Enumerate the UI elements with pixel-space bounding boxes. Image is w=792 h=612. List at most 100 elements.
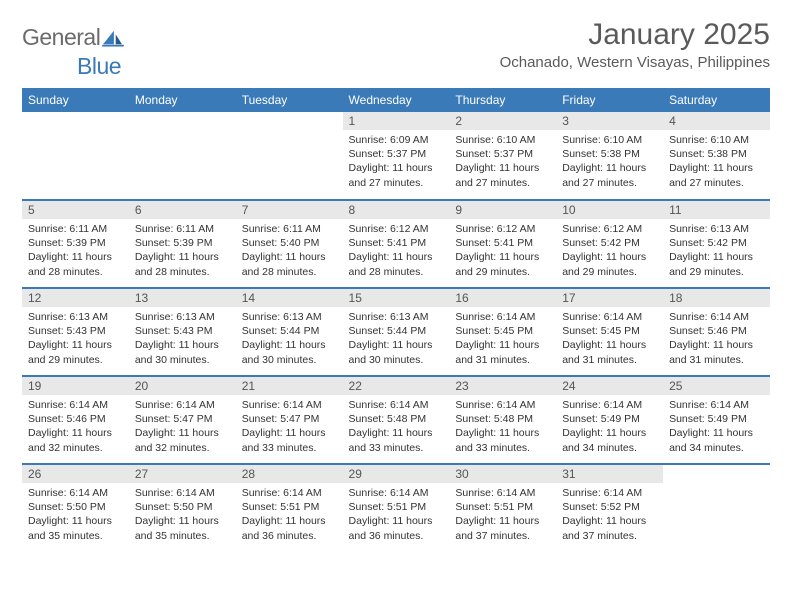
- logo-sail-icon: [102, 29, 124, 47]
- day-number: 23: [449, 377, 556, 395]
- weekday-header: Thursday: [449, 88, 556, 112]
- day-details: Sunrise: 6:13 AMSunset: 5:43 PMDaylight:…: [22, 307, 129, 369]
- weekday-header: Sunday: [22, 88, 129, 112]
- day-cell: 5Sunrise: 6:11 AMSunset: 5:39 PMDaylight…: [22, 200, 129, 288]
- day-cell: 27Sunrise: 6:14 AMSunset: 5:50 PMDayligh…: [129, 464, 236, 552]
- day-number: 14: [236, 289, 343, 307]
- calendar-body: ......1Sunrise: 6:09 AMSunset: 5:37 PMDa…: [22, 112, 770, 552]
- day-details: Sunrise: 6:14 AMSunset: 5:50 PMDaylight:…: [129, 483, 236, 545]
- day-number: 8: [343, 201, 450, 219]
- day-cell: 28Sunrise: 6:14 AMSunset: 5:51 PMDayligh…: [236, 464, 343, 552]
- day-number: 30: [449, 465, 556, 483]
- logo: General: [22, 18, 126, 51]
- day-cell: ..: [22, 112, 129, 200]
- day-number: 15: [343, 289, 450, 307]
- day-details: Sunrise: 6:14 AMSunset: 5:49 PMDaylight:…: [556, 395, 663, 457]
- day-number: 6: [129, 201, 236, 219]
- logo-text-blue: Blue: [22, 53, 121, 79]
- day-cell: 21Sunrise: 6:14 AMSunset: 5:47 PMDayligh…: [236, 376, 343, 464]
- day-number: 26: [22, 465, 129, 483]
- day-details: Sunrise: 6:13 AMSunset: 5:43 PMDaylight:…: [129, 307, 236, 369]
- day-number: 2: [449, 112, 556, 130]
- day-details: Sunrise: 6:10 AMSunset: 5:38 PMDaylight:…: [556, 130, 663, 192]
- day-cell: 18Sunrise: 6:14 AMSunset: 5:46 PMDayligh…: [663, 288, 770, 376]
- day-cell: 29Sunrise: 6:14 AMSunset: 5:51 PMDayligh…: [343, 464, 450, 552]
- day-details: Sunrise: 6:14 AMSunset: 5:47 PMDaylight:…: [236, 395, 343, 457]
- weekday-header: Monday: [129, 88, 236, 112]
- day-details: Sunrise: 6:14 AMSunset: 5:46 PMDaylight:…: [663, 307, 770, 369]
- day-number: 22: [343, 377, 450, 395]
- day-details: Sunrise: 6:14 AMSunset: 5:47 PMDaylight:…: [129, 395, 236, 457]
- day-number: 11: [663, 201, 770, 219]
- day-number: 24: [556, 377, 663, 395]
- day-number: 9: [449, 201, 556, 219]
- day-details: Sunrise: 6:13 AMSunset: 5:44 PMDaylight:…: [343, 307, 450, 369]
- day-cell: 26Sunrise: 6:14 AMSunset: 5:50 PMDayligh…: [22, 464, 129, 552]
- day-number: 7: [236, 201, 343, 219]
- day-number: 19: [22, 377, 129, 395]
- day-cell: 12Sunrise: 6:13 AMSunset: 5:43 PMDayligh…: [22, 288, 129, 376]
- day-details: Sunrise: 6:12 AMSunset: 5:42 PMDaylight:…: [556, 219, 663, 281]
- week-row: 19Sunrise: 6:14 AMSunset: 5:46 PMDayligh…: [22, 376, 770, 464]
- day-details: Sunrise: 6:14 AMSunset: 5:49 PMDaylight:…: [663, 395, 770, 457]
- weekday-header: Wednesday: [343, 88, 450, 112]
- day-cell: 7Sunrise: 6:11 AMSunset: 5:40 PMDaylight…: [236, 200, 343, 288]
- day-cell: 16Sunrise: 6:14 AMSunset: 5:45 PMDayligh…: [449, 288, 556, 376]
- day-cell: ..: [663, 464, 770, 552]
- day-cell: 14Sunrise: 6:13 AMSunset: 5:44 PMDayligh…: [236, 288, 343, 376]
- day-details: Sunrise: 6:14 AMSunset: 5:50 PMDaylight:…: [22, 483, 129, 545]
- day-details: Sunrise: 6:09 AMSunset: 5:37 PMDaylight:…: [343, 130, 450, 192]
- day-number: 25: [663, 377, 770, 395]
- day-details: Sunrise: 6:13 AMSunset: 5:42 PMDaylight:…: [663, 219, 770, 281]
- day-cell: 3Sunrise: 6:10 AMSunset: 5:38 PMDaylight…: [556, 112, 663, 200]
- day-cell: 23Sunrise: 6:14 AMSunset: 5:48 PMDayligh…: [449, 376, 556, 464]
- day-cell: 8Sunrise: 6:12 AMSunset: 5:41 PMDaylight…: [343, 200, 450, 288]
- day-details: Sunrise: 6:10 AMSunset: 5:38 PMDaylight:…: [663, 130, 770, 192]
- week-row: 12Sunrise: 6:13 AMSunset: 5:43 PMDayligh…: [22, 288, 770, 376]
- day-details: Sunrise: 6:14 AMSunset: 5:45 PMDaylight:…: [449, 307, 556, 369]
- weekday-header: Saturday: [663, 88, 770, 112]
- day-number: 28: [236, 465, 343, 483]
- day-number: 1: [343, 112, 450, 130]
- day-cell: 17Sunrise: 6:14 AMSunset: 5:45 PMDayligh…: [556, 288, 663, 376]
- day-details: Sunrise: 6:10 AMSunset: 5:37 PMDaylight:…: [449, 130, 556, 192]
- week-row: 5Sunrise: 6:11 AMSunset: 5:39 PMDaylight…: [22, 200, 770, 288]
- day-details: Sunrise: 6:13 AMSunset: 5:44 PMDaylight:…: [236, 307, 343, 369]
- day-cell: 24Sunrise: 6:14 AMSunset: 5:49 PMDayligh…: [556, 376, 663, 464]
- day-details: Sunrise: 6:12 AMSunset: 5:41 PMDaylight:…: [449, 219, 556, 281]
- day-number: 31: [556, 465, 663, 483]
- day-number: 18: [663, 289, 770, 307]
- day-cell: 25Sunrise: 6:14 AMSunset: 5:49 PMDayligh…: [663, 376, 770, 464]
- day-details: Sunrise: 6:14 AMSunset: 5:45 PMDaylight:…: [556, 307, 663, 369]
- day-cell: 31Sunrise: 6:14 AMSunset: 5:52 PMDayligh…: [556, 464, 663, 552]
- week-row: ......1Sunrise: 6:09 AMSunset: 5:37 PMDa…: [22, 112, 770, 200]
- day-number: 29: [343, 465, 450, 483]
- day-cell: 19Sunrise: 6:14 AMSunset: 5:46 PMDayligh…: [22, 376, 129, 464]
- day-number: 5: [22, 201, 129, 219]
- day-cell: 10Sunrise: 6:12 AMSunset: 5:42 PMDayligh…: [556, 200, 663, 288]
- day-cell: 6Sunrise: 6:11 AMSunset: 5:39 PMDaylight…: [129, 200, 236, 288]
- calendar-table: Sunday Monday Tuesday Wednesday Thursday…: [22, 88, 770, 552]
- day-details: Sunrise: 6:14 AMSunset: 5:51 PMDaylight:…: [449, 483, 556, 545]
- calendar-page: General January 2025 Ochanado, Western V…: [0, 0, 792, 562]
- day-cell: 30Sunrise: 6:14 AMSunset: 5:51 PMDayligh…: [449, 464, 556, 552]
- day-details: Sunrise: 6:14 AMSunset: 5:48 PMDaylight:…: [343, 395, 450, 457]
- day-details: Sunrise: 6:14 AMSunset: 5:52 PMDaylight:…: [556, 483, 663, 545]
- day-number: 17: [556, 289, 663, 307]
- day-cell: ..: [236, 112, 343, 200]
- day-cell: 11Sunrise: 6:13 AMSunset: 5:42 PMDayligh…: [663, 200, 770, 288]
- day-details: Sunrise: 6:11 AMSunset: 5:39 PMDaylight:…: [129, 219, 236, 281]
- day-cell: 15Sunrise: 6:13 AMSunset: 5:44 PMDayligh…: [343, 288, 450, 376]
- month-title: January 2025: [500, 18, 770, 52]
- day-details: Sunrise: 6:14 AMSunset: 5:48 PMDaylight:…: [449, 395, 556, 457]
- day-details: Sunrise: 6:11 AMSunset: 5:39 PMDaylight:…: [22, 219, 129, 281]
- day-details: Sunrise: 6:11 AMSunset: 5:40 PMDaylight:…: [236, 219, 343, 281]
- day-cell: ..: [129, 112, 236, 200]
- weekday-header: Friday: [556, 88, 663, 112]
- day-details: Sunrise: 6:14 AMSunset: 5:51 PMDaylight:…: [343, 483, 450, 545]
- day-cell: 13Sunrise: 6:13 AMSunset: 5:43 PMDayligh…: [129, 288, 236, 376]
- day-cell: 22Sunrise: 6:14 AMSunset: 5:48 PMDayligh…: [343, 376, 450, 464]
- day-number: 12: [22, 289, 129, 307]
- logo-text-general: General: [22, 24, 100, 51]
- day-number: 4: [663, 112, 770, 130]
